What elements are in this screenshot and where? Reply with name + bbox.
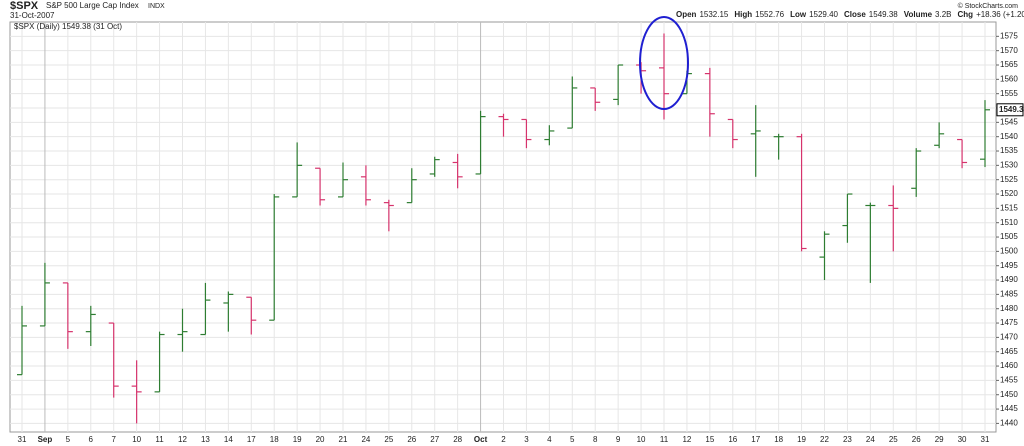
x-tick-label: 10 (132, 435, 141, 444)
quote-value: 1529.40 (809, 10, 838, 19)
x-tick-label: 10 (637, 435, 646, 444)
y-tick-label: 1540 (1000, 132, 1018, 141)
y-tick-label: 1505 (1000, 232, 1018, 241)
x-tick-label: Sep (38, 435, 53, 444)
x-tick-label: 20 (316, 435, 325, 444)
y-tick-label: 1530 (1000, 160, 1018, 169)
x-tick-label: 14 (224, 435, 233, 444)
y-tick-label: 1545 (1000, 117, 1018, 126)
last-price-label: 1549.38 (999, 105, 1024, 114)
x-tick-label: 25 (889, 435, 898, 444)
y-tick-label: 1460 (1000, 361, 1018, 370)
quote-value: 1532.15 (699, 10, 728, 19)
quote-label: Low (790, 10, 807, 19)
quote-value: 1549.38 (869, 10, 898, 19)
x-tick-label: Oct (474, 435, 488, 444)
x-tick-label: 31 (981, 435, 990, 444)
y-tick-label: 1490 (1000, 275, 1018, 284)
quote-bar: Open 1532.15 High 1552.76 Low 1529.40 Close 154… (676, 10, 1024, 19)
x-tick-label: 6 (89, 435, 94, 444)
x-tick-label: 26 (407, 435, 416, 444)
y-tick-label: 1575 (1000, 31, 1018, 40)
y-tick-label: 1480 (1000, 304, 1018, 313)
x-tick-label: 24 (866, 435, 875, 444)
y-tick-label: 1535 (1000, 146, 1018, 155)
x-tick-label: 28 (453, 435, 462, 444)
quote-label: Chg (958, 10, 974, 19)
y-tick-label: 1485 (1000, 289, 1018, 298)
x-tick-label: 21 (339, 435, 348, 444)
y-tick-label: 1525 (1000, 175, 1018, 184)
bars (17, 33, 990, 424)
y-tick-label: 1470 (1000, 332, 1018, 341)
quote-label: Close (844, 10, 866, 19)
x-tick-label: 7 (111, 435, 116, 444)
x-tick-label: 16 (728, 435, 737, 444)
y-tick-label: 1515 (1000, 203, 1018, 212)
y-tick-label: 1450 (1000, 390, 1018, 399)
x-tick-label: 29 (935, 435, 944, 444)
x-tick-label: 13 (201, 435, 210, 444)
x-tick-label: 19 (293, 435, 302, 444)
x-tick-label: 9 (616, 435, 621, 444)
x-tick-label: 23 (843, 435, 852, 444)
x-tick-label: 4 (547, 435, 552, 444)
x-tick-label: 24 (361, 435, 370, 444)
y-tick-label: 1445 (1000, 404, 1018, 413)
x-tick-label: 15 (705, 435, 714, 444)
x-tick-label: 8 (593, 435, 598, 444)
y-tick-label: 1455 (1000, 376, 1018, 385)
x-tick-label: 5 (570, 435, 575, 444)
highlight-circle (639, 16, 689, 110)
x-tick-label: 12 (178, 435, 187, 444)
quote-label: Volume (904, 10, 933, 19)
y-tick-label: 1500 (1000, 246, 1018, 255)
quote-value: 3.2B (935, 10, 951, 19)
x-tick-label: 26 (912, 435, 921, 444)
quote-value: 1552.76 (755, 10, 784, 19)
exchange: INDX (148, 3, 165, 10)
x-tick-label: 2 (501, 435, 506, 444)
x-tick-label: 12 (682, 435, 691, 444)
x-tick-label: 11 (155, 435, 164, 444)
y-tick-label: 1440 (1000, 419, 1018, 428)
chart-date: 31-Oct-2007 (10, 11, 55, 20)
x-tick-label: 19 (797, 435, 806, 444)
x-tick-label: 27 (430, 435, 439, 444)
y-tick-label: 1570 (1000, 46, 1018, 55)
x-tick-label: 18 (270, 435, 279, 444)
y-tick-label: 1475 (1000, 318, 1018, 327)
credit: © StockCharts.com (958, 2, 1019, 10)
quote-label: High (734, 10, 752, 19)
y-tick-label: 1510 (1000, 218, 1018, 227)
x-tick-label: 18 (774, 435, 783, 444)
y-tick-label: 1555 (1000, 89, 1018, 98)
y-tick-label: 1495 (1000, 261, 1018, 270)
x-tick-label: 30 (958, 435, 967, 444)
y-tick-label: 1560 (1000, 74, 1018, 83)
x-tick-label: 22 (820, 435, 829, 444)
y-tick-label: 1565 (1000, 60, 1018, 69)
index-name: S&P 500 Large Cap Index (46, 1, 139, 10)
x-tick-label: 25 (384, 435, 393, 444)
x-tick-label: 5 (66, 435, 71, 444)
x-tick-label: 11 (660, 435, 669, 444)
y-tick-label: 1520 (1000, 189, 1018, 198)
x-tick-label: 31 (18, 435, 27, 444)
x-tick-label: 17 (751, 435, 760, 444)
symbol: $SPX (10, 0, 39, 12)
x-tick-label: 3 (524, 435, 529, 444)
quote-value: +18.36 (+1.20%) (976, 10, 1024, 19)
legend: $SPX (Daily) 1549.38 (31 Oct) (14, 22, 122, 31)
last-price-box (996, 103, 1024, 117)
y-tick-label: 1465 (1000, 347, 1018, 356)
quote-label: Open (676, 10, 697, 19)
x-tick-label: 17 (247, 435, 256, 444)
